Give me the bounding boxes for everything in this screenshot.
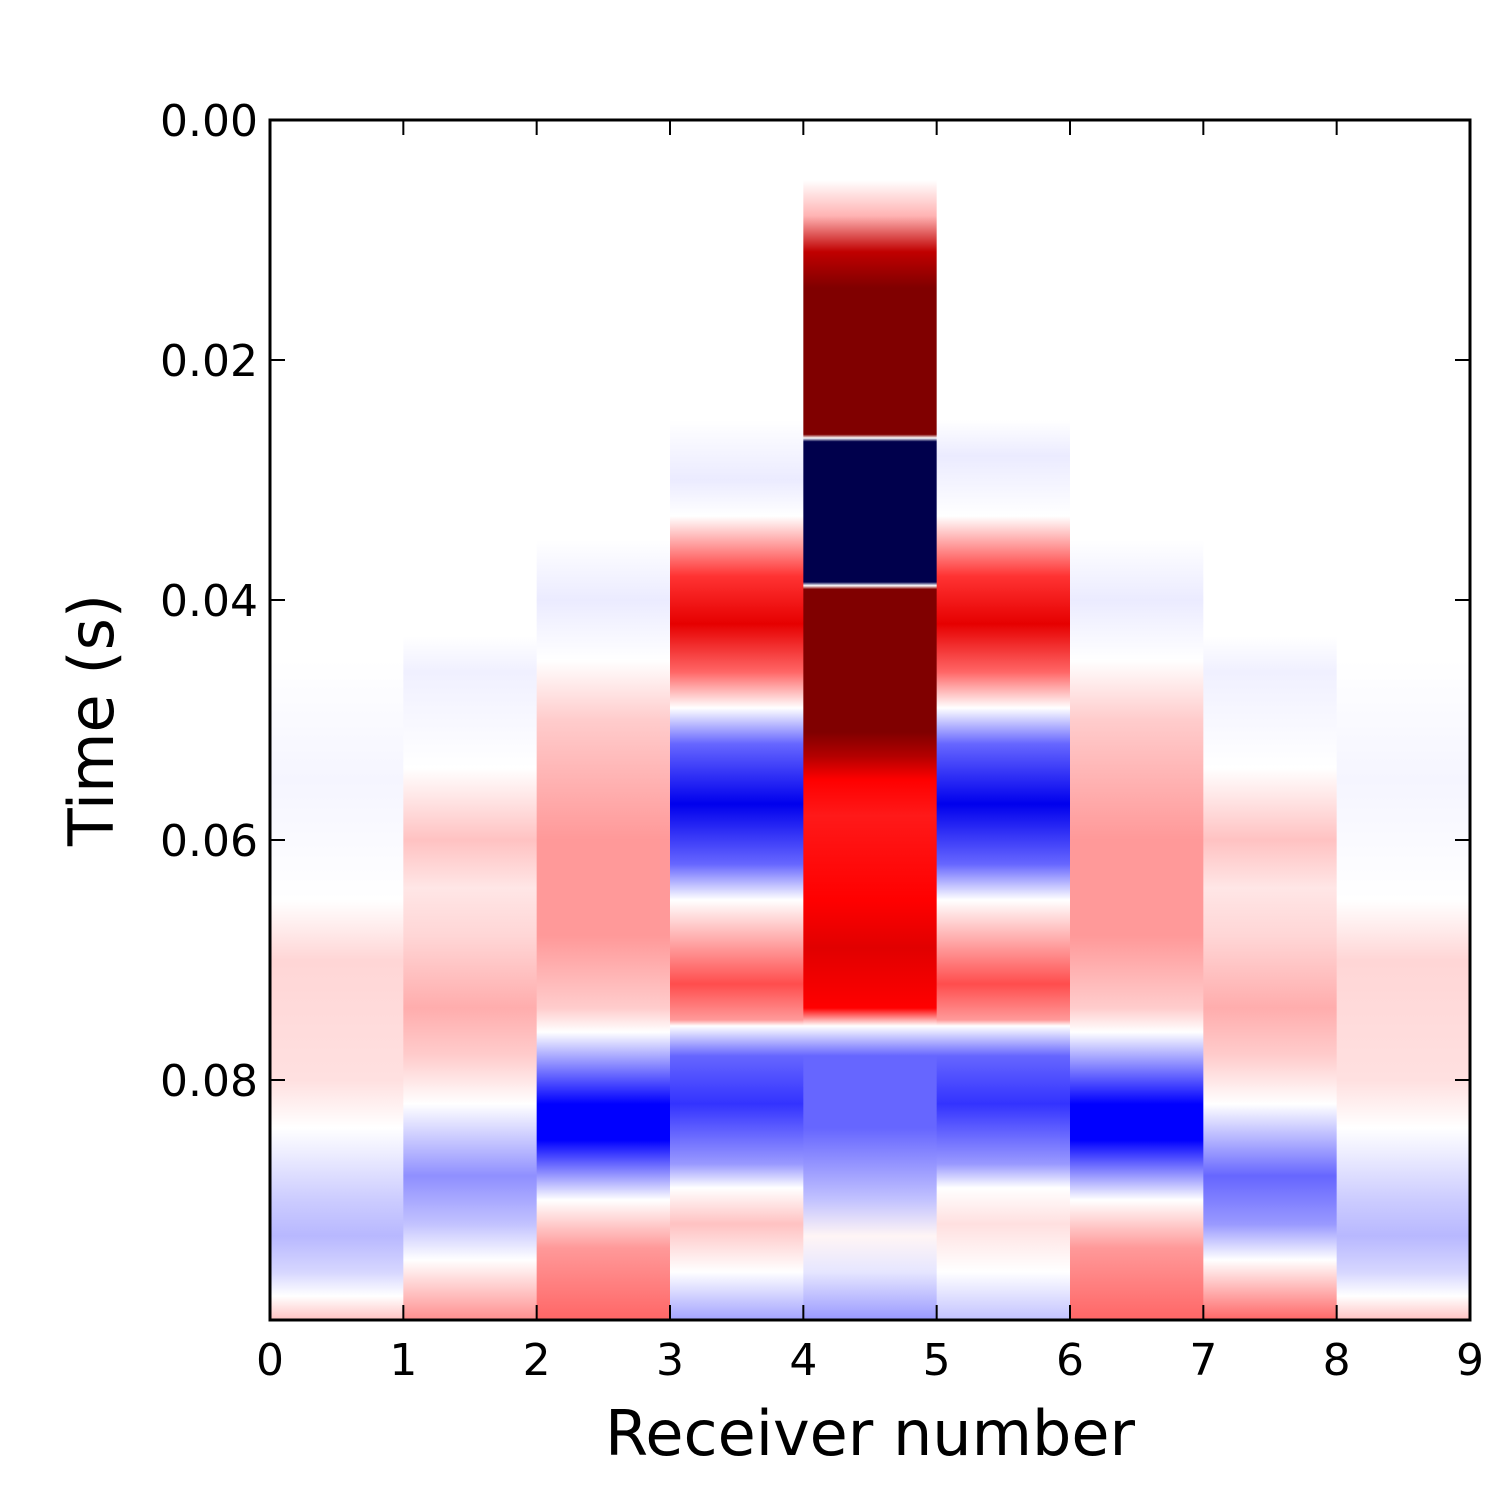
x-tick-label: 2: [523, 1335, 551, 1386]
plot-frame: [268, 118, 1472, 1322]
x-tick-label: 6: [1056, 1335, 1084, 1386]
heatmap-column-receiver-6: [1070, 120, 1204, 1320]
heatmap-column-receiver-4: [803, 120, 938, 1320]
heatmap-column-receiver-0: [270, 120, 404, 1320]
y-tick-label: 0.06: [160, 816, 258, 867]
heatmap-column-receiver-1: [403, 120, 538, 1320]
heatmap-column-receiver-3: [670, 120, 804, 1320]
x-tick-label: 4: [789, 1335, 817, 1386]
heatmap-column-receiver-8: [1336, 120, 1471, 1320]
y-tick-labels: 0.00 0.02 0.04 0.06 0.08: [160, 96, 258, 1107]
heatmap-column-receiver-2: [536, 120, 671, 1320]
x-tick-label: 5: [923, 1335, 951, 1386]
x-axis-title: Receiver number: [605, 1397, 1135, 1470]
x-tick-label: 3: [656, 1335, 684, 1386]
y-tick-label: 0.02: [160, 336, 258, 387]
x-tick-labels: 0 1 2 3 4 5 6 7 8 9: [256, 1335, 1484, 1386]
y-tick-label: 0.08: [160, 1056, 258, 1107]
x-tick-label: 7: [1189, 1335, 1217, 1386]
y-tick-label: 0.04: [160, 576, 258, 627]
y-axis-title: Time (s): [55, 594, 128, 847]
x-tick-label: 9: [1456, 1335, 1484, 1386]
x-tick-label: 8: [1323, 1335, 1351, 1386]
heatmap-column-receiver-5: [936, 120, 1071, 1320]
x-tick-label: 1: [389, 1335, 417, 1386]
heatmap-cells: [270, 120, 1471, 1320]
axis-ticks: [270, 120, 1470, 1320]
heatmap-column-receiver-7: [1203, 120, 1338, 1320]
y-tick-label: 0.00: [160, 96, 258, 147]
x-tick-label: 0: [256, 1335, 284, 1386]
